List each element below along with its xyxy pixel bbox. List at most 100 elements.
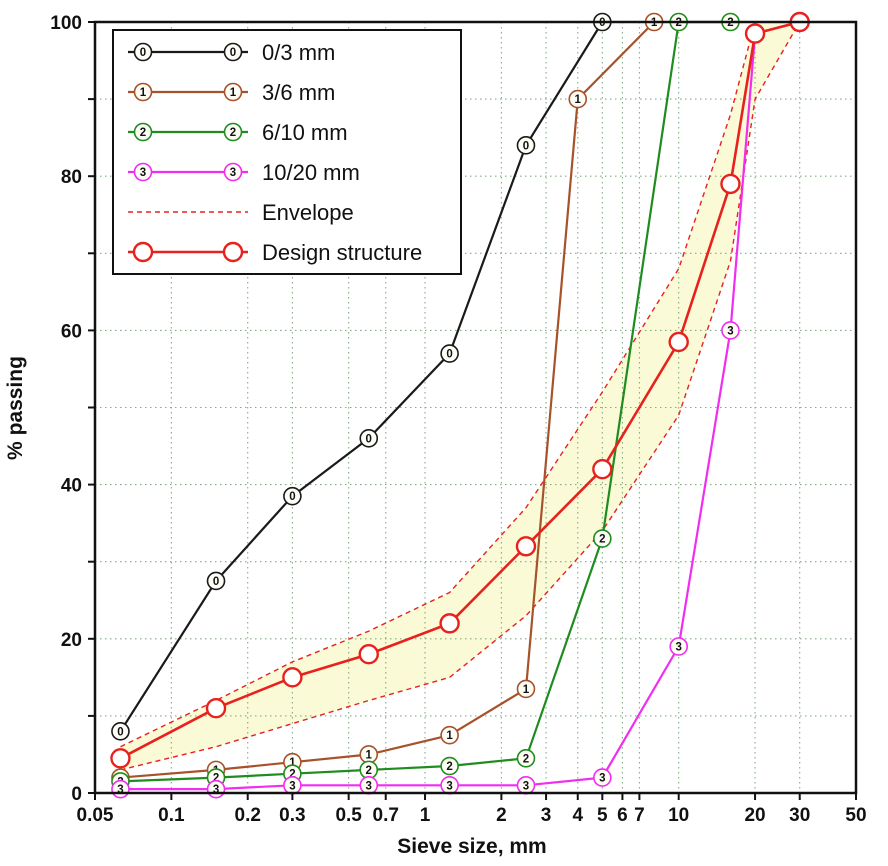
legend-label: 6/10 mm bbox=[262, 120, 348, 145]
legend-label: Design structure bbox=[262, 240, 422, 265]
x-tick-label: 0.1 bbox=[158, 805, 185, 826]
design-structure-marker bbox=[515, 536, 537, 557]
x-tick-label: 0.5 bbox=[335, 805, 362, 826]
y-tick-label: 20 bbox=[61, 630, 82, 651]
legend-box bbox=[112, 29, 462, 275]
x-axis-title: Sieve size, mm bbox=[397, 835, 546, 858]
marker-digit: 0 bbox=[117, 726, 123, 738]
design-structure-marker bbox=[744, 23, 766, 44]
marker-3-6-mm bbox=[516, 679, 536, 699]
marker-6-10-mm bbox=[440, 756, 459, 776]
marker-digit: 2 bbox=[446, 761, 452, 773]
x-tick-label: 20 bbox=[744, 805, 765, 826]
marker-0-3-mm bbox=[111, 722, 130, 741]
x-tick-label: 50 bbox=[845, 805, 866, 826]
marker-digit: 1 bbox=[289, 757, 296, 769]
x-tick-label: 6 bbox=[617, 805, 628, 826]
y-tick-label: 60 bbox=[61, 321, 82, 342]
design-structure-marker bbox=[358, 644, 379, 665]
y-tick-label: 100 bbox=[50, 13, 82, 34]
marker-10-20-mm bbox=[669, 637, 688, 656]
marker-digit: 2 bbox=[213, 773, 219, 785]
design-structure-marker bbox=[668, 331, 689, 353]
x-tick-label: 0.2 bbox=[235, 805, 261, 826]
legend-label: Envelope bbox=[262, 200, 354, 225]
marker-6-10-mm bbox=[516, 749, 536, 768]
marker-0-3-mm bbox=[283, 486, 302, 506]
marker-digit: 1 bbox=[523, 684, 530, 696]
x-tick-label: 3 bbox=[541, 805, 552, 826]
marker-3-6-mm bbox=[568, 89, 588, 109]
x-tick-label: 1 bbox=[420, 805, 431, 826]
design-structure-marker bbox=[439, 613, 460, 634]
x-tick-label: 5 bbox=[597, 805, 608, 826]
legend-marker-digit: 2 bbox=[140, 127, 146, 139]
envelope-upper-line bbox=[120, 21, 800, 748]
marker-digit: 0 bbox=[366, 433, 372, 445]
legend-marker-digit: 2 bbox=[230, 127, 236, 139]
legend-marker bbox=[133, 122, 153, 142]
legend-marker bbox=[223, 82, 243, 102]
legend-marker-digit: 1 bbox=[140, 87, 147, 99]
legend-marker bbox=[223, 42, 243, 62]
x-tick-label: 7 bbox=[634, 805, 645, 826]
legend-marker bbox=[133, 42, 153, 62]
marker-digit: 2 bbox=[366, 765, 372, 777]
marker-0-3-mm bbox=[359, 429, 379, 448]
marker-digit: 3 bbox=[727, 325, 733, 337]
y-tick-label: 80 bbox=[61, 167, 82, 188]
marker-digit: 1 bbox=[446, 730, 453, 742]
x-tick-label: 10 bbox=[668, 805, 689, 826]
legend-marker bbox=[133, 162, 153, 182]
legend-marker-digit: 3 bbox=[140, 167, 146, 179]
legend-marker-digit: 1 bbox=[230, 87, 237, 99]
envelope-lower-line bbox=[120, 21, 801, 771]
marker-digit: 3 bbox=[675, 642, 681, 654]
legend-label: 3/6 mm bbox=[262, 80, 335, 105]
x-tick-label: 0.7 bbox=[373, 805, 399, 826]
x-tick-label: 30 bbox=[789, 805, 810, 826]
legend-marker bbox=[223, 122, 243, 142]
marker-digit: 0 bbox=[213, 576, 219, 588]
legend-label: 10/20 mm bbox=[262, 160, 360, 185]
marker-digit: 3 bbox=[117, 784, 123, 796]
legend-marker bbox=[223, 162, 243, 182]
marker-digit: 0 bbox=[289, 491, 295, 503]
marker-digit: 3 bbox=[366, 780, 372, 792]
marker-3-6-mm bbox=[440, 725, 459, 745]
marker-digit: 0 bbox=[446, 349, 452, 361]
design-structure-marker bbox=[720, 173, 741, 195]
marker-digit: 2 bbox=[289, 769, 295, 781]
marker-digit: 0 bbox=[523, 140, 529, 152]
marker-6-10-mm bbox=[593, 529, 612, 548]
design-structure-marker bbox=[205, 697, 227, 719]
y-tick-label: 0 bbox=[71, 784, 82, 805]
envelope-fill bbox=[120, 22, 800, 770]
x-tick-label: 2 bbox=[496, 805, 507, 826]
design-structure-marker bbox=[592, 458, 613, 480]
marker-digit: 3 bbox=[446, 780, 452, 792]
marker-digit: 2 bbox=[599, 534, 605, 546]
legend-design-marker bbox=[132, 241, 154, 263]
marker-10-20-mm bbox=[721, 321, 740, 340]
legend-marker-digit: 0 bbox=[230, 47, 236, 59]
marker-0-3-mm bbox=[516, 136, 536, 155]
marker-digit: 3 bbox=[523, 780, 529, 792]
legend-design-marker bbox=[222, 241, 244, 263]
marker-digit: 2 bbox=[523, 753, 529, 765]
design-structure-marker bbox=[282, 667, 303, 688]
marker-digit: 1 bbox=[575, 94, 582, 106]
marker-digit: 3 bbox=[599, 773, 605, 785]
marker-0-3-mm bbox=[206, 571, 226, 591]
marker-0-3-mm bbox=[440, 344, 459, 363]
marker-digit: 3 bbox=[289, 780, 295, 792]
legend-marker-digit: 3 bbox=[230, 167, 236, 179]
marker-10-20-mm bbox=[593, 768, 612, 787]
legend-marker-digit: 0 bbox=[140, 47, 146, 59]
x-tick-label: 0.05 bbox=[77, 805, 114, 826]
design-structure-marker bbox=[110, 748, 131, 769]
legend-marker bbox=[133, 82, 153, 102]
y-tick-label: 40 bbox=[61, 476, 82, 497]
